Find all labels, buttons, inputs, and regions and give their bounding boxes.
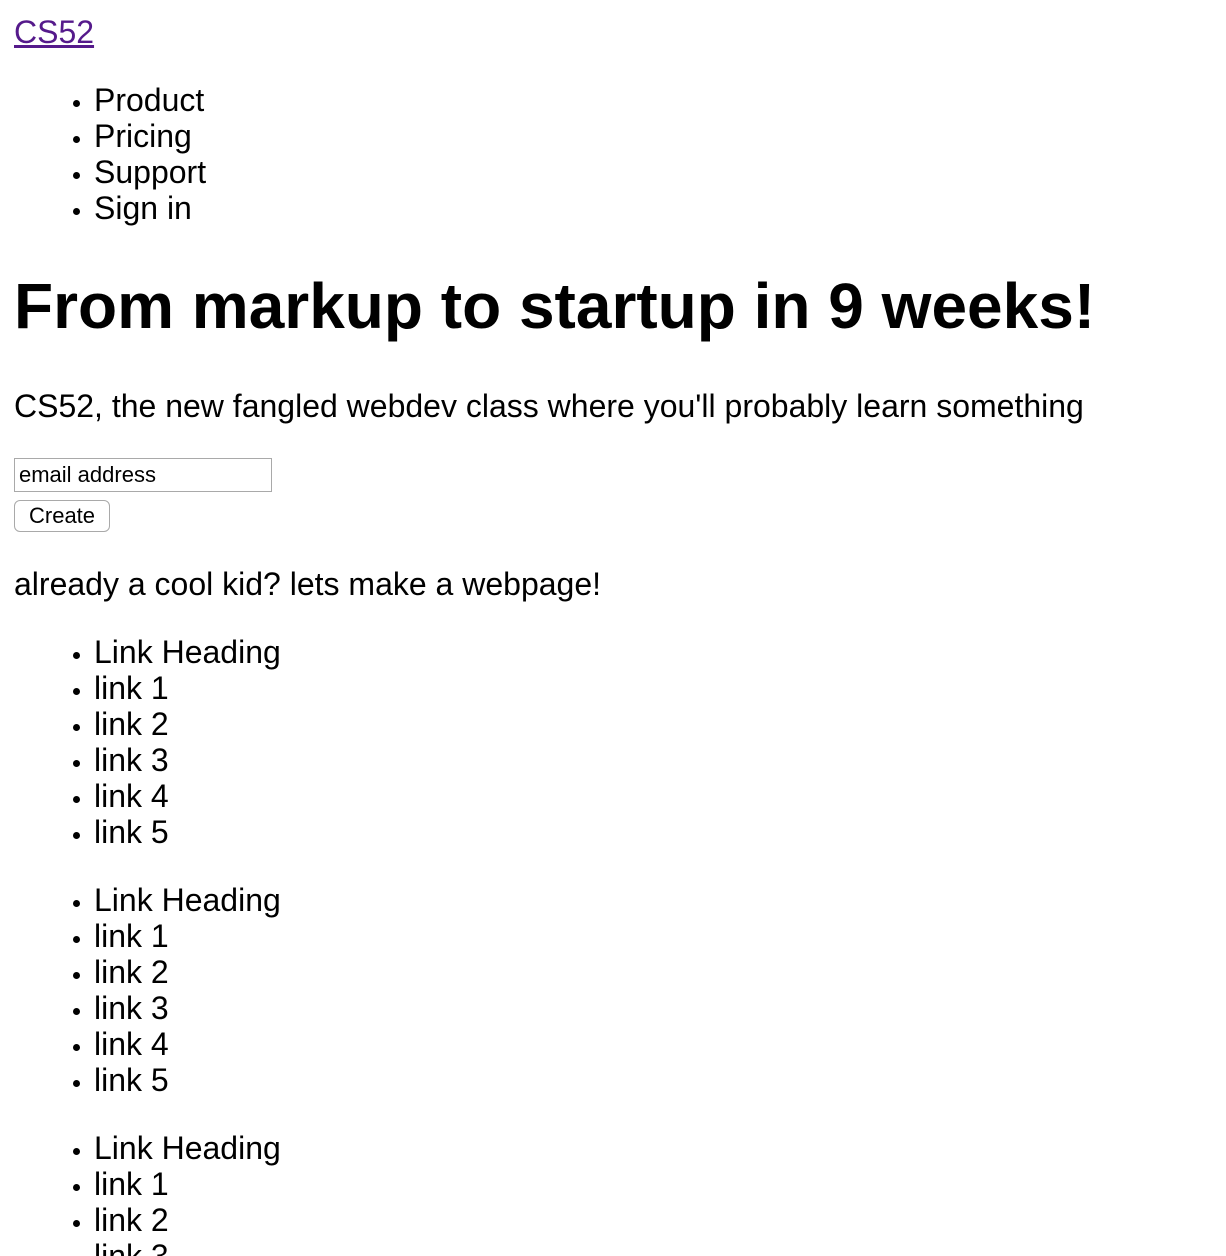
link-item[interactable]: link 5 xyxy=(94,814,1212,850)
link-item[interactable]: link 4 xyxy=(94,1026,1212,1062)
link-item[interactable]: link 1 xyxy=(94,918,1212,954)
link-item[interactable]: link 5 xyxy=(94,1062,1212,1098)
link-item[interactable]: link 1 xyxy=(94,670,1212,706)
link-item[interactable]: link 1 xyxy=(94,1166,1212,1202)
signup-form: Create xyxy=(14,458,1212,532)
hero-title: From markup to startup in 9 weeks! xyxy=(14,270,1096,342)
link-group-3: Link Heading link 1 link 2 link 3 xyxy=(14,1130,1212,1256)
nav-item-product[interactable]: Product xyxy=(94,82,1212,118)
brand-link[interactable]: CS52 xyxy=(14,14,95,50)
cool-kid-text: already a cool kid? lets make a webpage! xyxy=(14,566,602,602)
create-button[interactable]: Create xyxy=(14,500,111,532)
link-item[interactable]: link 2 xyxy=(94,706,1212,742)
hero-tagline: CS52, the new fangled webdev class where… xyxy=(14,388,1084,424)
link-heading: Link Heading xyxy=(94,634,1212,670)
email-field[interactable] xyxy=(14,458,272,492)
link-item[interactable]: link 4 xyxy=(94,778,1212,814)
link-heading: Link Heading xyxy=(94,882,1212,918)
link-group-1: Link Heading link 1 link 2 link 3 link 4… xyxy=(14,634,1212,850)
link-item[interactable]: link 3 xyxy=(94,990,1212,1026)
nav-item-sign-in[interactable]: Sign in xyxy=(94,190,1212,226)
link-item[interactable]: link 2 xyxy=(94,954,1212,990)
nav-item-support[interactable]: Support xyxy=(94,154,1212,190)
link-item[interactable]: link 3 xyxy=(94,1238,1212,1256)
link-item[interactable]: link 3 xyxy=(94,742,1212,778)
link-group-2: Link Heading link 1 link 2 link 3 link 4… xyxy=(14,882,1212,1098)
link-item[interactable]: link 2 xyxy=(94,1202,1212,1238)
link-heading: Link Heading xyxy=(94,1130,1212,1166)
nav-item-pricing[interactable]: Pricing xyxy=(94,118,1212,154)
main-nav: Product Pricing Support Sign in xyxy=(14,82,1212,226)
